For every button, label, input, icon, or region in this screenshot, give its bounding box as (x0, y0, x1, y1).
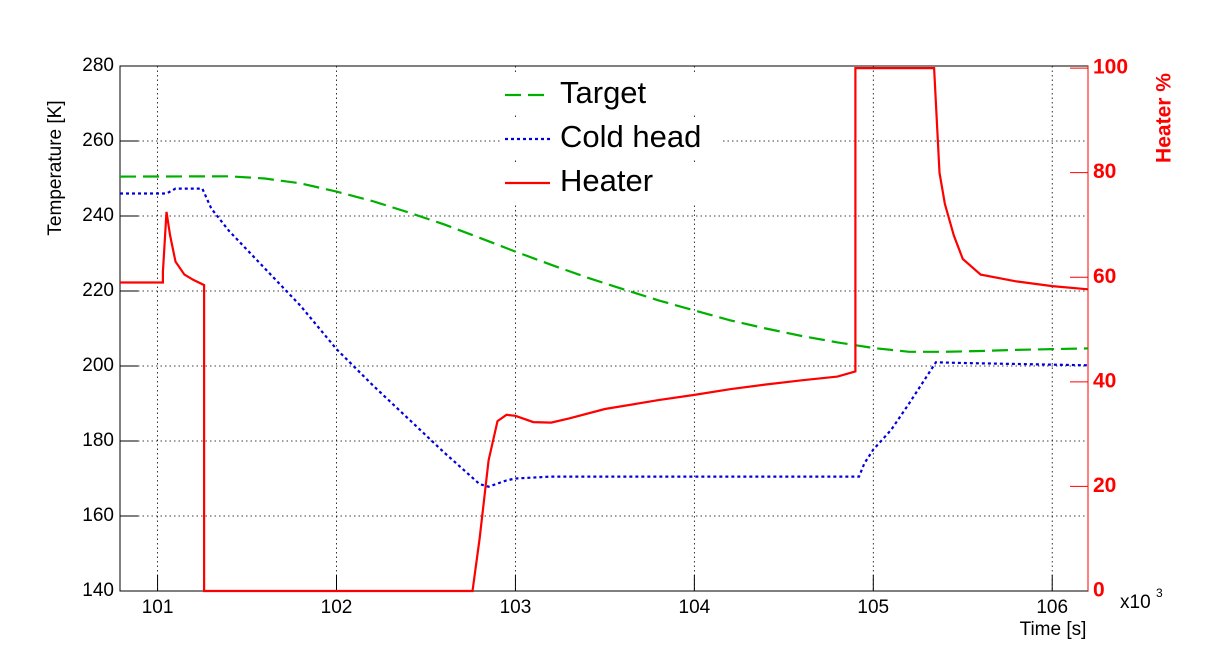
x-multiplier: x10 (1120, 592, 1151, 613)
y2-tick-label: 100 (1093, 56, 1128, 79)
y-tick-label: 200 (82, 355, 114, 376)
series-line (119, 175, 1089, 353)
y-tick-label: 220 (82, 280, 114, 301)
y2-tick-label: 0 (1093, 579, 1105, 602)
x-tick-label: 102 (321, 597, 353, 618)
y-tick-label: 140 (82, 580, 114, 601)
y-tick-label: 260 (82, 130, 114, 151)
y2-tick-label: 20 (1093, 474, 1116, 497)
y-axis-title: Temperature [K] (45, 100, 66, 235)
x-tick-label: 101 (142, 597, 174, 618)
x-tick-label: 105 (857, 597, 889, 618)
legend-label: Target (560, 75, 647, 110)
x-multiplier-exponent: 3 (1156, 586, 1163, 600)
y-tick-label: 160 (82, 505, 114, 526)
x-tick-label: 103 (500, 597, 532, 618)
y2-axis-title: Heater % (1153, 73, 1176, 163)
y2-tick-label: 60 (1093, 265, 1116, 288)
legend-label: Heater (560, 163, 653, 198)
y-tick-label: 240 (82, 205, 114, 226)
x-tick-label: 104 (679, 597, 711, 618)
x-tick-label: 106 (1036, 597, 1068, 618)
series-line (120, 67, 1089, 593)
y2-tick-label: 40 (1093, 369, 1116, 392)
y-tick-label: 280 (82, 55, 114, 76)
x-axis-title: Time [s] (1020, 619, 1087, 640)
y2-tick-label: 80 (1093, 160, 1116, 183)
y-tick-label: 180 (82, 430, 114, 451)
legend-label: Cold head (560, 119, 701, 154)
